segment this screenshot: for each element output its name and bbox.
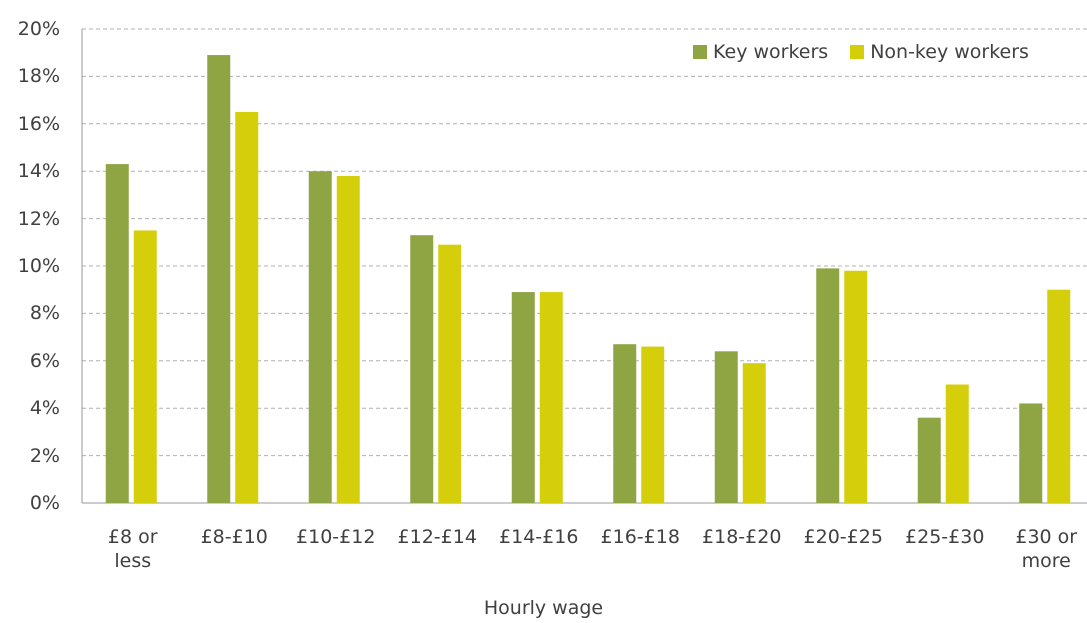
bar [539, 292, 563, 503]
legend-swatch [693, 45, 707, 59]
x-tick-label: £8 or less [107, 526, 158, 572]
legend-item: Key workers [693, 41, 828, 63]
bar [945, 384, 969, 503]
bar [641, 346, 665, 503]
bar [613, 344, 637, 503]
y-tick-label: 2% [29, 444, 60, 467]
x-tick-label: £18-£20 [702, 526, 782, 548]
bar [336, 175, 360, 503]
y-tick-label: 4% [29, 397, 60, 420]
bar [410, 235, 434, 503]
x-axis-label: Hourly wage [483, 597, 604, 619]
y-tick-label: 12% [17, 207, 60, 230]
y-tick-label: 6% [29, 349, 60, 372]
bar [844, 270, 868, 503]
y-tick-label: 10% [17, 255, 60, 277]
x-tick-label: £14-£16 [499, 526, 579, 548]
y-tick-label: 8% [29, 302, 60, 325]
legend: Key workers Non-key workers [693, 41, 1051, 63]
bar [207, 55, 231, 503]
legend-swatch [850, 45, 865, 59]
bar [105, 164, 129, 503]
bar [742, 363, 766, 503]
bar [133, 230, 157, 503]
x-tick-label: £16-£18 [600, 526, 680, 548]
legend-label: Key workers [713, 41, 829, 63]
bar [308, 171, 332, 503]
bar [438, 244, 462, 504]
legend-label: Non-key workers [870, 41, 1029, 63]
x-tick-label: £12-£14 [397, 526, 477, 548]
y-tick-label: 16% [17, 112, 60, 135]
legend-item: Non-key workers [850, 41, 1029, 63]
y-tick-label: 20% [17, 18, 60, 40]
bar [714, 351, 738, 503]
x-tick-label: £25-£30 [905, 526, 985, 548]
x-tick-label: £30 or more [1015, 526, 1078, 572]
y-tick-label: 0% [29, 492, 60, 514]
x-tick-label: £20-£25 [803, 526, 883, 548]
x-tick-label: £10-£12 [296, 526, 376, 548]
bar [235, 111, 259, 503]
bar [1019, 403, 1043, 503]
bar [917, 417, 941, 503]
y-tick-label: 14% [17, 160, 60, 183]
bar [816, 268, 840, 503]
bar [1047, 289, 1071, 503]
bar [511, 292, 535, 503]
x-tick-label: £8-£10 [200, 526, 268, 548]
y-tick-label: 18% [17, 65, 60, 88]
